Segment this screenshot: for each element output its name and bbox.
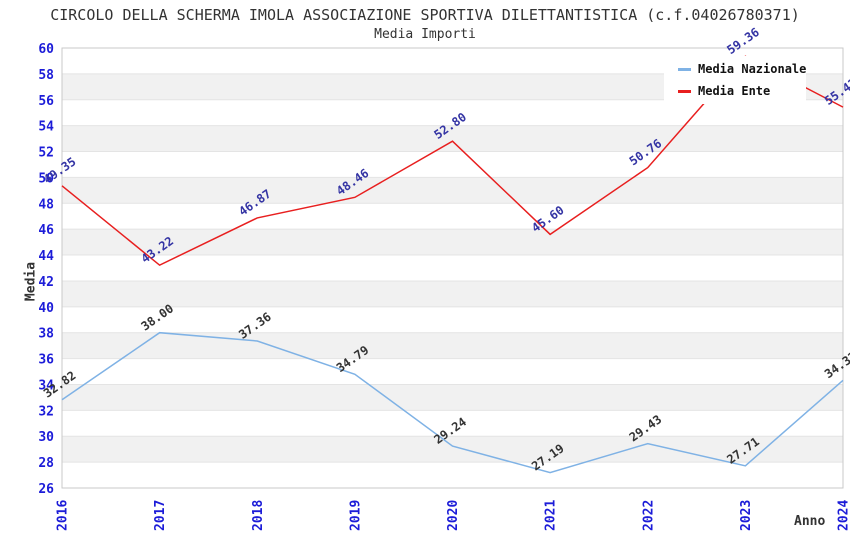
point-label: 59.36 [724, 25, 762, 57]
ente-line-swatch [678, 89, 691, 93]
chart-subtitle: Media Importi [374, 27, 476, 42]
legend-item-media-ente: Media Ente [666, 84, 806, 98]
y-tick-label: 60 [38, 42, 54, 57]
legend: Media Nazionale Media Ente [666, 57, 806, 98]
grid-band [62, 384, 843, 411]
legend-background [664, 56, 806, 104]
x-tick-label: 2021 [544, 500, 559, 531]
x-tick-label: 2019 [348, 500, 363, 531]
grid-band [62, 280, 843, 307]
x-tick-label: 2018 [251, 500, 266, 531]
y-axis-title: Media [23, 261, 39, 302]
y-tick-label: 56 [38, 94, 54, 109]
x-tick-label: 2016 [56, 500, 71, 531]
y-tick-label: 38 [38, 327, 54, 342]
y-tick-label: 52 [38, 146, 54, 161]
plot-border [61, 47, 844, 489]
y-tick-label: 34 [38, 378, 54, 393]
y-tick-label: 44 [38, 249, 54, 264]
legend-label-ente: Media Ente [698, 84, 771, 98]
series-line-media-nazionale [61, 331, 844, 474]
y-tick-label: 58 [38, 68, 54, 83]
y-tick-label: 32 [38, 404, 54, 419]
chart-title: CIRCOLO DELLA SCHERMA IMOLA ASSOCIAZIONE… [50, 6, 800, 24]
x-tick-label: 2023 [739, 500, 754, 531]
y-tick-label: 46 [38, 223, 54, 238]
y-tick-label: 54 [38, 120, 54, 135]
y-tick-label: 26 [38, 482, 54, 497]
grid-band [62, 332, 843, 359]
x-tick-label: 2017 [153, 500, 168, 531]
y-tick-label: 28 [38, 456, 54, 471]
nazionale-line-swatch [678, 67, 691, 71]
legend-label-nazionale: Media Nazionale [698, 62, 807, 76]
grid-band [62, 229, 843, 256]
y-tick-label: 48 [38, 197, 54, 212]
y-tick-label: 42 [38, 275, 54, 290]
legend-item-media-nazionale: Media Nazionale [666, 62, 806, 76]
grid-band [62, 125, 843, 152]
x-tick-label: 2024 [837, 500, 850, 531]
x-tick-label: 2020 [446, 500, 461, 531]
y-tick-label: 40 [38, 301, 54, 316]
y-tick-label: 50 [38, 171, 54, 186]
y-tick-label: 30 [38, 430, 54, 445]
x-tick-label: 2022 [641, 500, 656, 531]
x-axis-title: Anno [794, 514, 826, 529]
y-tick-label: 36 [38, 353, 54, 368]
grid-band [62, 177, 843, 204]
